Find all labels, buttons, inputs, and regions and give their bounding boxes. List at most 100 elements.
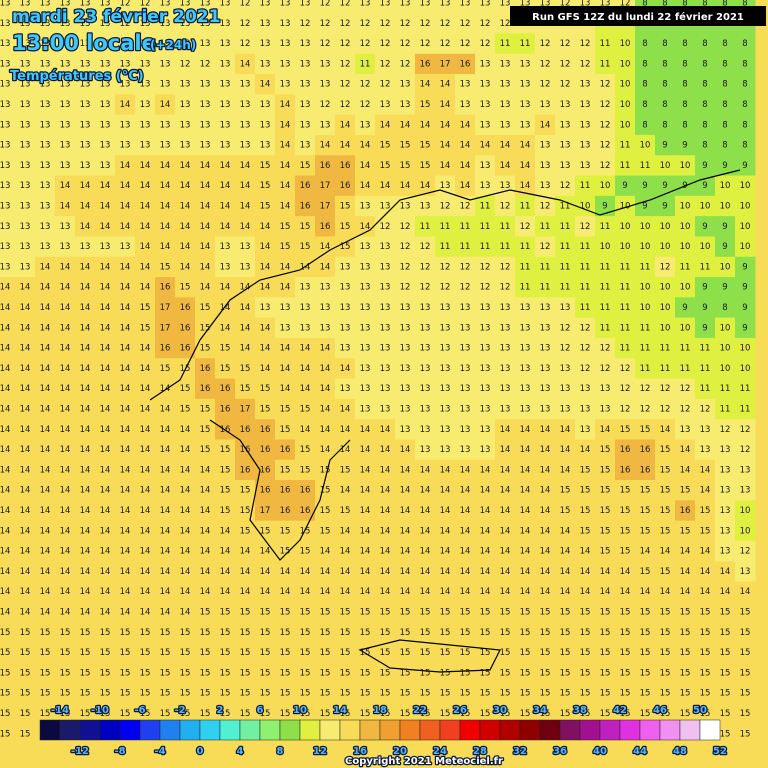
cell — [655, 581, 676, 603]
cell — [15, 683, 36, 704]
cell — [295, 561, 316, 583]
cell — [335, 500, 356, 522]
scale-swatch — [339, 719, 361, 741]
cell-value: 11 — [700, 262, 711, 272]
cell-value: 15 — [200, 405, 211, 415]
cell-value: 14 — [20, 567, 31, 577]
cell — [155, 622, 176, 643]
cell — [595, 642, 616, 664]
cell — [195, 520, 216, 542]
cell — [0, 13, 16, 34]
cell-value: 15 — [600, 689, 611, 699]
scale-label: 42 — [613, 705, 627, 716]
cell-value: 13 — [60, 120, 71, 130]
cell — [255, 297, 276, 319]
cell-value: 8 — [642, 59, 647, 69]
cell-value: 13 — [340, 283, 351, 293]
cell — [55, 114, 76, 136]
cell-value: 14 — [140, 222, 151, 232]
cell — [415, 358, 436, 380]
cell-value: 13 — [240, 242, 251, 252]
cell — [715, 195, 736, 217]
cell — [555, 601, 576, 623]
cell — [275, 358, 296, 380]
cell — [375, 419, 396, 440]
cell — [335, 540, 356, 562]
cell — [435, 236, 456, 258]
cell — [695, 256, 716, 278]
cell — [215, 622, 236, 643]
cell-value: 15 — [200, 445, 211, 455]
cell — [475, 419, 496, 440]
cell — [735, 581, 756, 603]
cell-value: 14 — [180, 486, 191, 496]
cell-value: 13 — [60, 80, 71, 90]
cell-value: 13 — [500, 384, 511, 394]
cell-value: 14 — [540, 506, 551, 516]
cell-value: 15 — [500, 709, 511, 719]
cell — [235, 683, 256, 704]
cell-value: 14 — [180, 242, 191, 252]
cell — [475, 216, 496, 237]
cell — [455, 581, 476, 603]
cell-value: 12 — [400, 222, 411, 232]
cell-value: 13 — [700, 445, 711, 455]
cell-value: 15 — [280, 222, 291, 232]
cell-value: 13 — [360, 283, 371, 293]
cell — [375, 74, 396, 95]
cell-value: 13 — [300, 283, 311, 293]
cell — [695, 500, 716, 522]
cell-value: 8 — [702, 59, 707, 69]
scale-label: 24 — [433, 746, 447, 757]
cell — [715, 642, 736, 664]
cell-value: 11 — [500, 242, 511, 252]
cell-value: 13 — [460, 405, 471, 415]
cell — [415, 419, 436, 440]
cell — [0, 33, 16, 55]
cell-value: 14 — [100, 364, 111, 374]
cell-value: 10 — [660, 303, 671, 313]
cell-value: 17 — [160, 323, 171, 333]
cell — [295, 94, 316, 116]
cell-value: 13 — [0, 262, 10, 272]
cell — [595, 398, 616, 420]
scale-label: 12 — [313, 746, 327, 757]
cell-value: 15 — [600, 526, 611, 536]
cell-value: 15 — [680, 689, 691, 699]
cell-value: 14 — [420, 587, 431, 597]
cell — [635, 155, 656, 177]
cell — [195, 398, 216, 420]
cell-value: 14 — [160, 100, 171, 110]
cell — [615, 683, 636, 704]
cell-value: 12 — [400, 262, 411, 272]
cell — [675, 216, 696, 237]
cell-value: 15 — [380, 628, 391, 638]
cell-value: 12 — [360, 39, 371, 49]
cell — [635, 439, 656, 461]
cell-value: 15 — [200, 709, 211, 719]
cell-value: 14 — [0, 526, 10, 536]
cell-value: 14 — [460, 547, 471, 557]
cell-value: 14 — [380, 587, 391, 597]
cell-value: 15 — [460, 608, 471, 618]
cell — [275, 317, 296, 339]
cell-value: 14 — [200, 506, 211, 516]
cell-value: 15 — [720, 608, 731, 618]
cell-value: 13 — [360, 303, 371, 313]
cell-value: 10 — [700, 242, 711, 252]
cell — [275, 175, 296, 197]
cell-value: 15 — [640, 425, 651, 435]
cell-value: 14 — [440, 486, 451, 496]
cell-value: 13 — [540, 100, 551, 110]
cell-value: 15 — [660, 608, 671, 618]
cell — [315, 561, 336, 583]
cell-value: 15 — [620, 486, 631, 496]
cell — [135, 601, 156, 623]
cell-value: 14 — [60, 608, 71, 618]
scale-label: 4 — [237, 746, 244, 757]
cell — [575, 622, 596, 643]
cell — [555, 520, 576, 542]
cell — [575, 155, 596, 177]
cell — [435, 642, 456, 664]
scale-swatch — [259, 719, 281, 741]
